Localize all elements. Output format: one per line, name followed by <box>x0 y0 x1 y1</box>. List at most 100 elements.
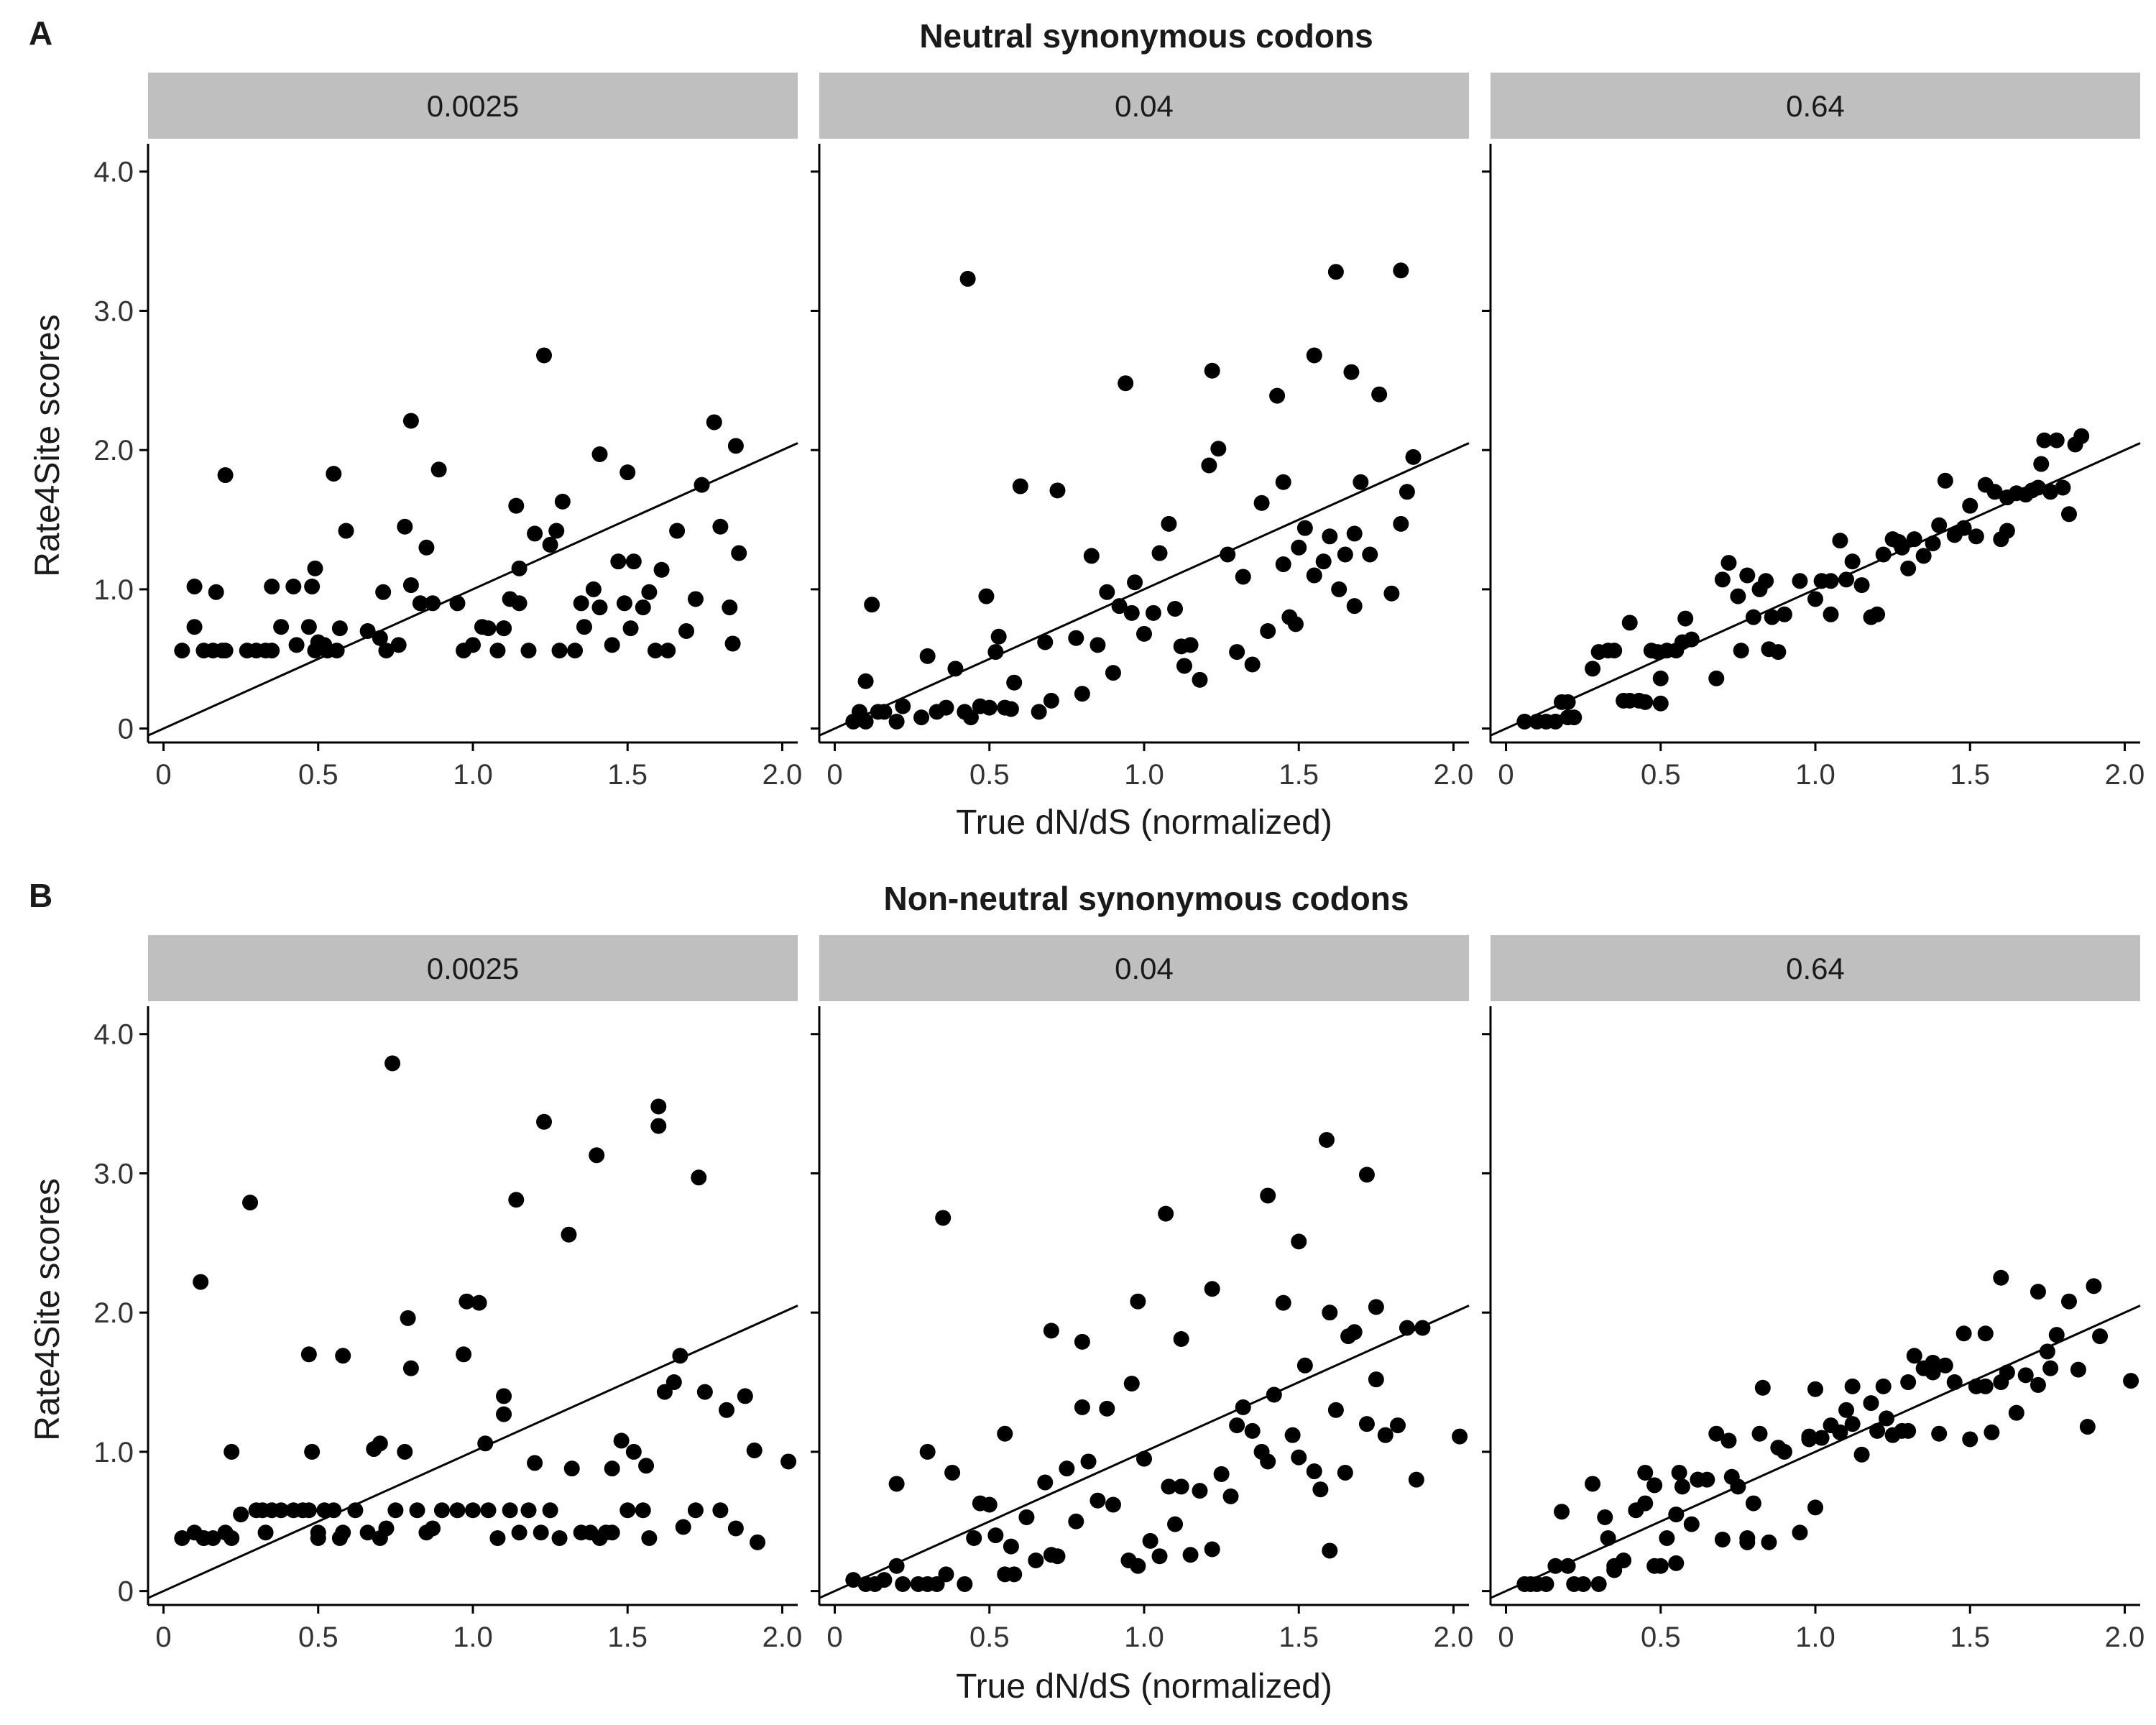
data-point <box>186 579 203 595</box>
data-point <box>1343 364 1360 380</box>
data-point <box>1879 1410 1895 1427</box>
data-point <box>425 1520 441 1537</box>
data-point <box>678 623 695 640</box>
data-point <box>1955 1325 1972 1342</box>
data-point <box>2039 1343 2055 1360</box>
data-point <box>1142 1532 1158 1549</box>
data-point <box>1003 701 1019 717</box>
data-point <box>338 523 354 539</box>
data-point <box>1340 1328 1357 1345</box>
data-point <box>1031 704 1047 720</box>
x-tick-label: 0 <box>1498 759 1514 791</box>
data-point <box>1312 1481 1329 1498</box>
data-point <box>1683 631 1700 648</box>
data-point <box>449 595 466 612</box>
data-point <box>1080 1453 1097 1470</box>
data-point <box>1123 1375 1140 1392</box>
data-point <box>384 1055 401 1072</box>
data-point <box>1235 1399 1251 1415</box>
data-point <box>895 1576 911 1592</box>
y-tick-label: 0 <box>118 1576 134 1608</box>
data-point <box>780 1453 797 1470</box>
facet-plots-b: 01.02.03.04.00 0.5 1.0 1.5 2.0 0 0.5 1.0 1.5 2.0 0… <box>93 1006 2145 1653</box>
data-point <box>1275 556 1291 573</box>
data-point <box>425 595 441 612</box>
data-point <box>418 539 435 556</box>
data-point <box>508 1192 525 1208</box>
data-point <box>1915 548 1932 564</box>
data-point <box>520 1502 537 1519</box>
data-point <box>731 545 747 561</box>
data-point <box>331 620 348 637</box>
x-tick-label: 1.5 <box>1950 1622 1990 1653</box>
data-point <box>2055 479 2071 496</box>
data-point <box>876 704 893 720</box>
data-point <box>2048 1327 2065 1343</box>
data-point <box>1337 546 1353 563</box>
data-point <box>604 1524 620 1541</box>
data-point <box>573 595 589 612</box>
data-point <box>625 553 642 570</box>
data-point <box>1059 1460 1075 1477</box>
data-point <box>1869 1422 1886 1439</box>
data-point <box>1823 573 1839 589</box>
facet-plots-a: 01.02.03.04.00 0.5 1.0 1.5 2.0 0 0.5 1.0 1.5 2.0 0… <box>93 144 2145 791</box>
x-tick-label: 0.5 <box>969 759 1010 791</box>
data-point <box>1105 665 1121 681</box>
data-point <box>1399 484 1415 500</box>
data-point <box>217 643 234 659</box>
data-point <box>619 464 636 481</box>
data-point <box>1962 1431 1978 1448</box>
data-point <box>378 643 395 659</box>
data-point <box>2073 428 2090 444</box>
data-point <box>1229 1417 1245 1434</box>
data-point <box>1306 1463 1322 1480</box>
data-point <box>696 1384 713 1400</box>
data-point <box>372 630 388 646</box>
data-point <box>307 560 323 576</box>
facet-panel-a3: 0 0.5 1.0 1.5 2.0 <box>1482 144 2145 791</box>
data-point <box>412 595 428 612</box>
data-point <box>288 637 305 653</box>
data-point <box>1012 478 1028 494</box>
facet-label-b3: 0.64 <box>1786 952 1845 985</box>
data-point <box>1832 1424 1848 1440</box>
data-point <box>1807 591 1823 607</box>
data-point <box>1906 531 1922 548</box>
data-point <box>1652 695 1669 712</box>
y-tick-label: 1.0 <box>93 574 134 606</box>
data-point <box>1182 1547 1199 1563</box>
data-point <box>1167 601 1184 617</box>
data-point <box>1089 637 1106 653</box>
data-point <box>1043 692 1059 709</box>
data-point <box>1801 1431 1818 1448</box>
data-point <box>527 1455 543 1471</box>
y-tick-label: 3.0 <box>93 1158 134 1190</box>
data-point <box>1275 474 1291 490</box>
data-point <box>1399 1320 1415 1336</box>
data-point <box>310 1530 326 1547</box>
data-point <box>691 1169 707 1186</box>
data-point <box>489 1530 506 1547</box>
data-point <box>1652 670 1669 686</box>
data-point <box>857 713 874 730</box>
data-point <box>502 1502 518 1519</box>
data-point <box>1575 1576 1592 1592</box>
data-point <box>1327 264 1344 280</box>
data-point <box>1925 1364 1941 1381</box>
data-point <box>591 446 608 462</box>
data-point <box>257 1524 274 1541</box>
data-point <box>1408 1471 1424 1488</box>
data-point <box>1296 520 1313 536</box>
data-point <box>1792 573 1808 589</box>
data-point <box>1891 534 1907 551</box>
data-point <box>496 620 512 637</box>
y-axis-title-b: Rate4Site scores <box>29 1178 67 1441</box>
data-point <box>542 536 558 553</box>
data-point <box>2123 1373 2139 1389</box>
data-point <box>1931 1425 1948 1442</box>
data-point <box>1213 1466 1230 1482</box>
data-point <box>1284 1427 1301 1443</box>
data-point <box>390 637 407 653</box>
